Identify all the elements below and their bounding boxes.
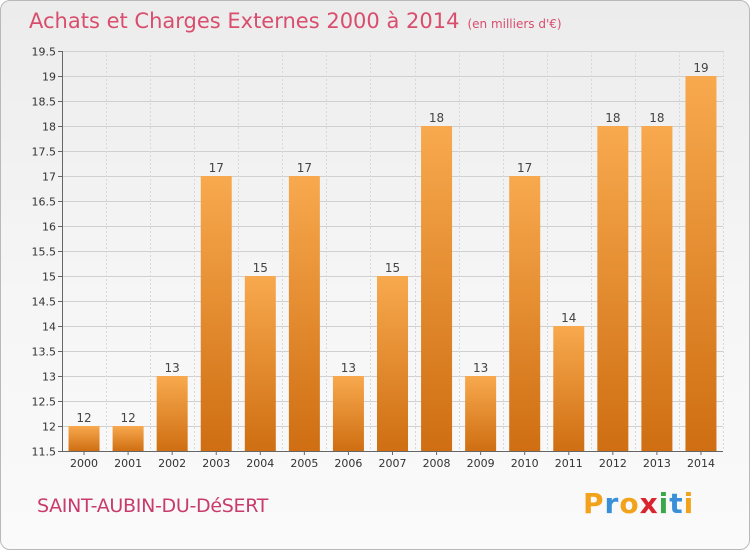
bar: [509, 176, 541, 451]
logo-letter: i: [658, 487, 670, 520]
y-tick-label: 19: [42, 71, 56, 84]
y-tick-label: 11.5: [32, 446, 57, 459]
y-tick-label: 15.5: [32, 246, 57, 259]
logo-letter: r: [604, 487, 620, 520]
logo-letter: P: [583, 487, 605, 520]
x-tick-label: 2011: [555, 457, 583, 470]
y-tick-label: 12.5: [32, 396, 57, 409]
x-tick-label: 2008: [423, 457, 451, 470]
commune-name: SAINT-AUBIN-DU-DéSERT: [37, 495, 269, 517]
y-tick-label: 16.5: [32, 196, 57, 209]
x-tick-label: 2012: [599, 457, 627, 470]
y-tick-label: 13.5: [32, 346, 57, 359]
x-tick-label: 2001: [114, 457, 142, 470]
y-tick-label: 17: [42, 171, 56, 184]
bar-value-label: 17: [517, 161, 532, 175]
bar-value-label: 14: [561, 311, 576, 325]
y-tick-label: 14.5: [32, 296, 57, 309]
logo-letter: o: [619, 487, 640, 520]
bar: [685, 76, 717, 451]
y-tick-label: 18: [42, 121, 56, 134]
chart-title: Achats et Charges Externes 2000 à 2014 (e…: [29, 9, 562, 33]
x-tick-label: 2003: [202, 457, 230, 470]
bar: [377, 276, 408, 451]
y-tick-label: 14: [42, 321, 56, 334]
x-tick-label: 2005: [290, 457, 318, 470]
bar-value-label: 12: [76, 411, 91, 425]
x-tick-label: 2004: [246, 457, 274, 470]
bar: [200, 176, 232, 451]
bar-value-label: 15: [253, 261, 268, 275]
x-tick-label: 2006: [334, 457, 362, 470]
chart-subtitle: (en milliers d'€): [467, 17, 562, 31]
bar: [465, 376, 497, 451]
bar-value-label: 19: [693, 61, 708, 75]
bar-value-label: 13: [473, 361, 488, 375]
x-tick-label: 2007: [379, 457, 407, 470]
logo-letter: x: [639, 487, 659, 520]
bar: [553, 326, 585, 451]
logo-letter: i: [683, 487, 695, 520]
bar: [288, 176, 320, 451]
x-tick-label: 2000: [70, 457, 98, 470]
x-tick-label: 2013: [643, 457, 671, 470]
y-tick-label: 13: [42, 371, 56, 384]
bar-value-label: 18: [605, 111, 620, 125]
logo-letter: t: [669, 487, 684, 520]
bar-value-label: 15: [385, 261, 400, 275]
x-tick-label: 2009: [467, 457, 495, 470]
y-tick-label: 12: [42, 421, 56, 434]
bar: [156, 376, 188, 451]
bar-value-label: 17: [297, 161, 312, 175]
y-tick-label: 16: [42, 221, 56, 234]
bar: [597, 126, 629, 451]
y-tick-label: 15: [42, 271, 56, 284]
bar-value-label: 18: [649, 111, 664, 125]
bar-value-label: 12: [120, 411, 135, 425]
bar: [332, 376, 364, 451]
bar: [68, 426, 100, 451]
bar-value-label: 18: [429, 111, 444, 125]
y-tick-label: 18.5: [32, 96, 57, 109]
x-tick-label: 2002: [158, 457, 186, 470]
y-tick-label: 17.5: [32, 146, 57, 159]
bar: [641, 126, 673, 451]
bar-value-label: 17: [209, 161, 224, 175]
bar: [421, 126, 453, 451]
bar-value-label: 13: [341, 361, 356, 375]
proxiti-logo: Proxiti: [583, 487, 694, 520]
bar-value-label: 13: [165, 361, 180, 375]
y-tick-label: 19.5: [32, 46, 57, 59]
x-tick-label: 2014: [687, 457, 715, 470]
bar: [112, 426, 144, 451]
x-tick-label: 2010: [511, 457, 539, 470]
bar: [244, 276, 276, 451]
